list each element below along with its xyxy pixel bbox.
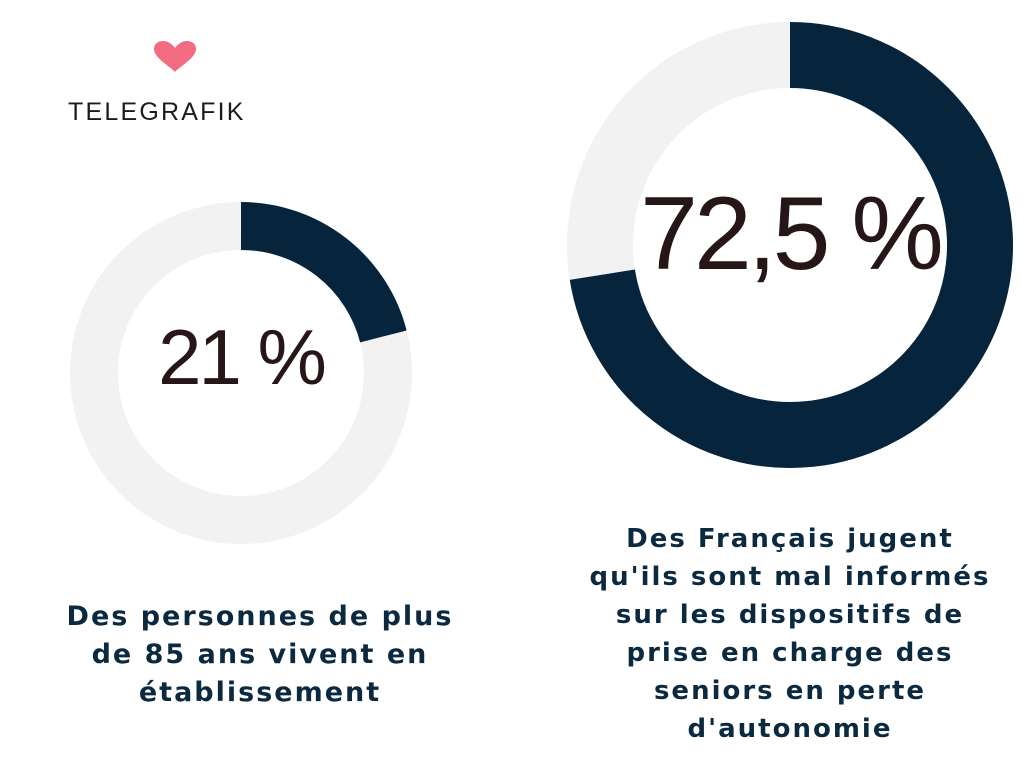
caption-line: Des Français jugent [626, 524, 954, 554]
percentage-label-right: 72,5 % [640, 176, 944, 292]
heart-shape [154, 41, 196, 72]
caption-line: sur les dispositifs de [615, 600, 965, 630]
heart-icon [154, 41, 196, 72]
caption-line: de 85 ans vivent en [91, 639, 429, 670]
caption-line: prise en charge des [626, 638, 954, 668]
brand-name: TELEGRAFIK [68, 98, 246, 126]
caption-line: Des personnes de plus [66, 601, 454, 632]
caption-line: seniors en perte [653, 676, 927, 706]
donut-chart-establishment [70, 202, 412, 544]
caption-line: d'autonomie [687, 714, 893, 744]
donut-value-arc [240, 202, 407, 343]
caption-line: établissement [138, 677, 382, 708]
percentage-label-left: 21 % [158, 313, 327, 401]
telegrafik-logo: TELEGRAFIK [68, 40, 283, 130]
caption-right: Des Français jugent qu'ils sont mal info… [555, 520, 1024, 748]
donut-value-arc [569, 22, 1013, 468]
caption-left: Des personnes de plus de 85 ans vivent e… [30, 598, 490, 712]
donut-chart-information [567, 22, 1013, 468]
caption-line: qu'ils sont mal informés [589, 562, 991, 592]
